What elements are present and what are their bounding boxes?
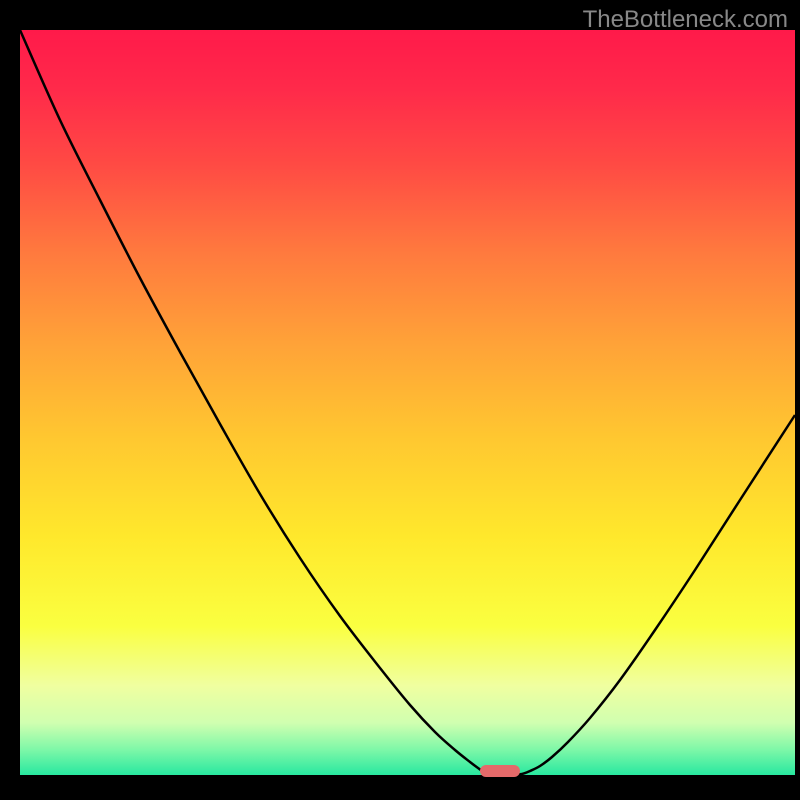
plot-area (20, 30, 795, 775)
optimal-marker (480, 765, 520, 777)
chart-canvas (0, 0, 800, 800)
bottleneck-chart: TheBottleneck.com (0, 0, 800, 800)
watermark-text: TheBottleneck.com (583, 6, 788, 34)
